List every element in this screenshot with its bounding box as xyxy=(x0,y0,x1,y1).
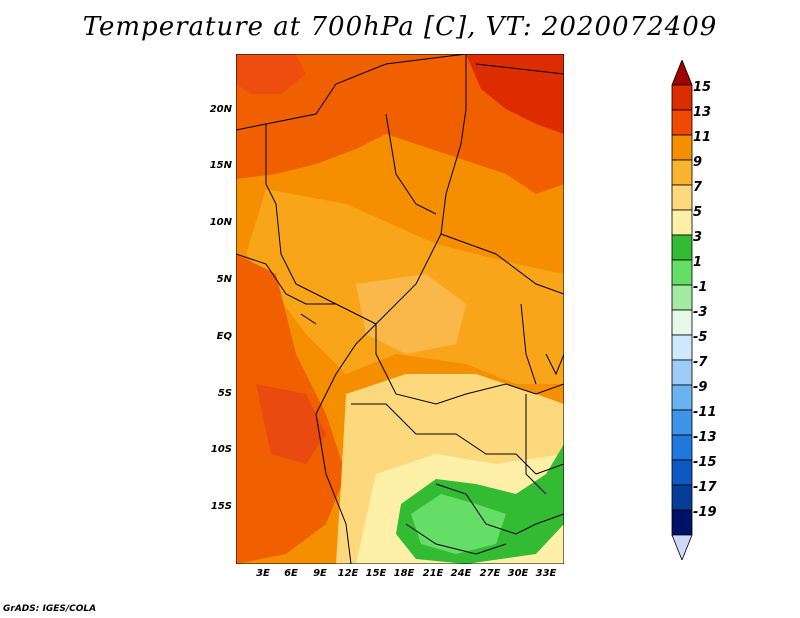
colorbar-label: 7 xyxy=(693,180,703,195)
lon-label: 12E xyxy=(337,568,359,579)
colorbar-label: 13 xyxy=(693,105,712,120)
lon-label: 9E xyxy=(313,568,327,579)
colorbar-segment xyxy=(671,309,693,336)
colorbar-label: -15 xyxy=(693,455,717,470)
lon-label: 21E xyxy=(422,568,444,579)
colorbar-segment xyxy=(671,359,693,386)
colorbar-segment xyxy=(671,434,693,461)
colorbar-segment xyxy=(671,484,693,511)
lat-label: 15N xyxy=(209,160,232,171)
colorbar-segment xyxy=(671,109,693,136)
colorbar xyxy=(671,60,693,560)
lat-label: 15S xyxy=(210,501,232,512)
lat-label: 10N xyxy=(209,217,232,228)
lon-label: 15E xyxy=(365,568,387,579)
west-coast-hotspot xyxy=(256,384,326,464)
colorbar-label: 11 xyxy=(693,130,712,145)
colorbar-top-triangle xyxy=(671,60,693,86)
colorbar-segment xyxy=(671,259,693,286)
lat-label: 5S xyxy=(217,388,232,399)
colorbar-label: 15 xyxy=(693,80,712,95)
colorbar-segment xyxy=(671,284,693,311)
colorbar-label: -11 xyxy=(693,405,717,420)
country-borders xyxy=(236,54,564,564)
lon-label: 30E xyxy=(507,568,529,579)
colorbar-segment xyxy=(671,134,693,161)
colorbar-label: -1 xyxy=(693,280,708,295)
colorbar-label: 1 xyxy=(693,255,703,270)
colorbar-segment xyxy=(671,334,693,361)
chart-title: Temperature at 700hPa [C], VT: 202007240… xyxy=(82,12,718,42)
colorbar-segment xyxy=(671,159,693,186)
colorbar-label: -19 xyxy=(693,505,717,520)
hot-spot-northwest xyxy=(236,54,306,94)
colorbar-segment xyxy=(671,84,693,111)
colorbar-segment xyxy=(671,384,693,411)
colorbar-label: -9 xyxy=(693,380,708,395)
footer-credit: GrADS: IGES/COLA xyxy=(3,604,97,614)
lon-label: 24E xyxy=(450,568,472,579)
lon-label: 33E xyxy=(535,568,557,579)
hot-spot-northeast xyxy=(466,54,564,134)
central-light-patch xyxy=(356,274,466,354)
colorbar-label: -5 xyxy=(693,330,708,345)
lon-label: 6E xyxy=(284,568,298,579)
colorbar-bottom-triangle xyxy=(671,534,693,560)
lon-label: 27E xyxy=(479,568,501,579)
colorbar-segment xyxy=(671,234,693,261)
lon-label: 3E xyxy=(256,568,270,579)
temperature-map xyxy=(236,54,564,564)
colorbar-label: -7 xyxy=(693,355,708,370)
colorbar-label: 9 xyxy=(693,155,703,170)
lat-label: 20N xyxy=(209,104,232,115)
colorbar-label: 3 xyxy=(693,230,703,245)
colorbar-segment xyxy=(671,409,693,436)
colorbar-segment xyxy=(671,459,693,486)
colorbar-label: -17 xyxy=(693,480,717,495)
colorbar-label: 5 xyxy=(693,205,703,220)
colorbar-segment xyxy=(671,184,693,211)
lat-label: 10S xyxy=(210,444,232,455)
colorbar-segment xyxy=(671,509,693,536)
lat-label: EQ xyxy=(216,331,232,342)
cool-area-light-green xyxy=(411,494,506,554)
colorbar-segment xyxy=(671,209,693,236)
colorbar-label: -3 xyxy=(693,305,708,320)
lon-label: 18E xyxy=(393,568,415,579)
lat-label: 5N xyxy=(216,274,232,285)
colorbar-label: -13 xyxy=(693,430,717,445)
